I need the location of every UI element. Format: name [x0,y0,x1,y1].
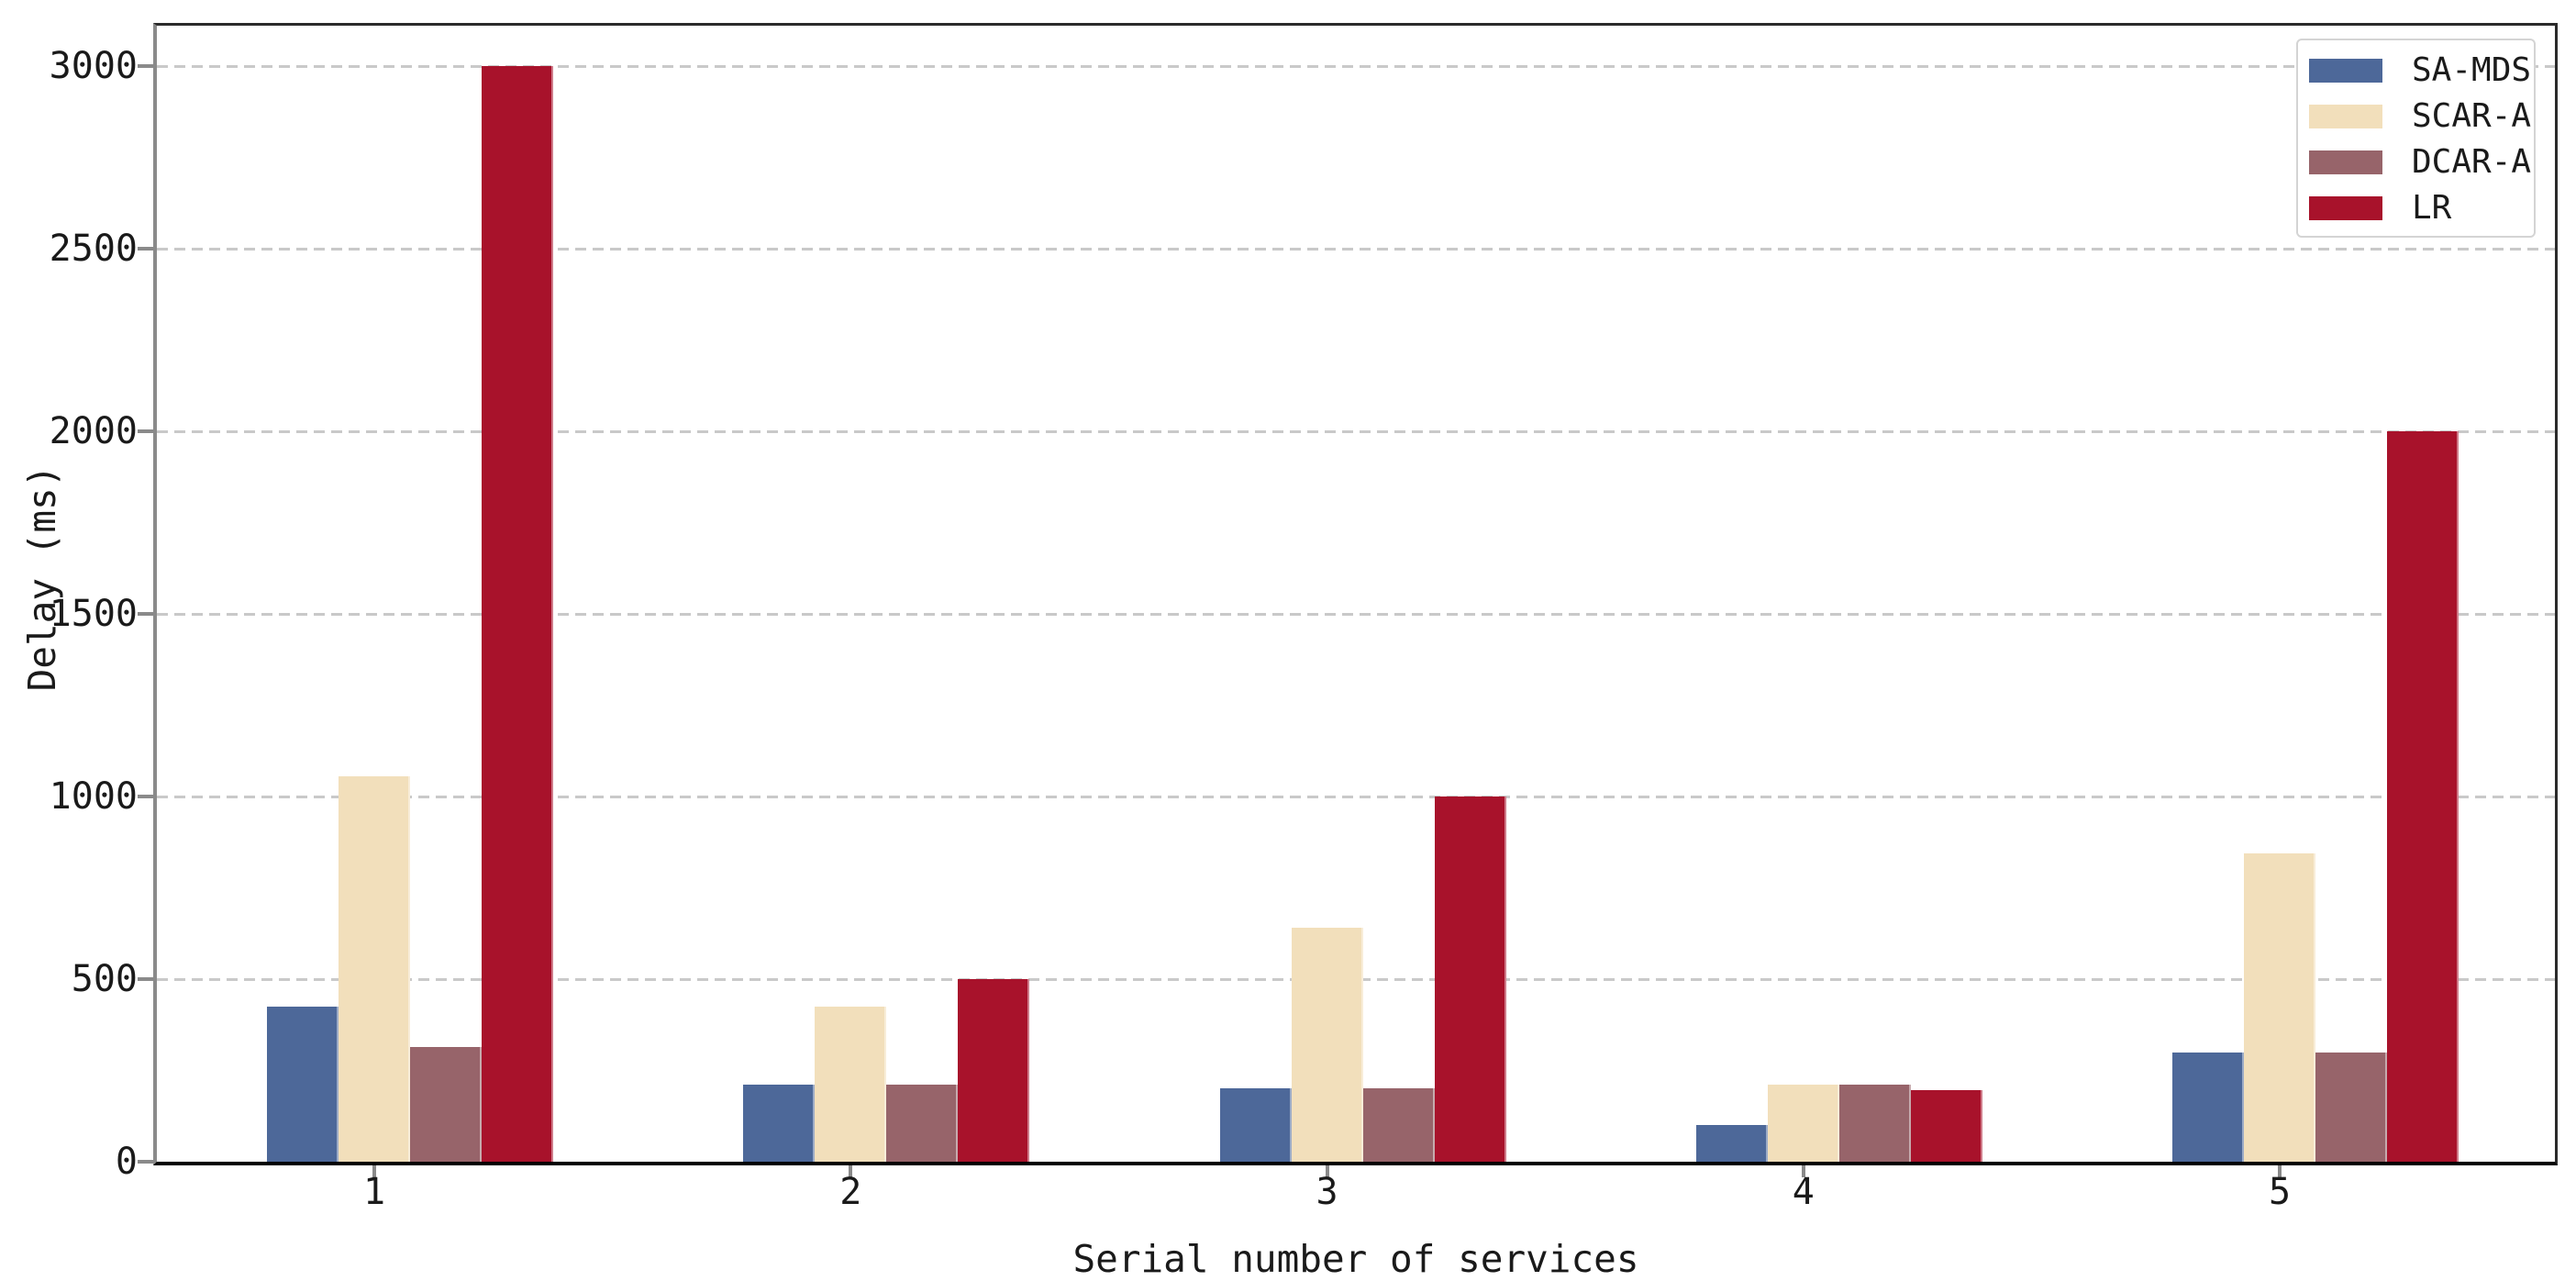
y-tick-mark-3000 [138,64,153,68]
y-tick-mark-1500 [138,612,153,616]
legend: SA-MDS SCAR-A DCAR-A LR [2296,39,2536,238]
bar-lr-group-4 [1910,1090,1982,1162]
bar-sa-mds-group-2 [743,1085,816,1162]
y-tick-label-0: 0 [115,1141,138,1183]
bar-sa-mds-group-5 [2172,1052,2244,1162]
x-tick-label-1: 1 [362,1171,386,1213]
x-tick-label-2: 2 [839,1171,862,1213]
bar-dcar-a-group-1 [410,1046,482,1162]
gridline-3000 [157,64,2555,68]
bar-scar-a-group-5 [2244,852,2315,1162]
x-tick-label-5: 5 [2268,1171,2292,1213]
y-tick-label-2500: 2500 [49,228,138,270]
bar-lr-group-5 [2387,431,2459,1162]
bar-lr-group-2 [958,979,1030,1162]
legend-label-scar-a: SCAR-A [2412,97,2532,135]
legend-row-sa-mds: SA-MDS [2298,48,2534,94]
y-tick-label-500: 500 [71,958,138,1000]
bar-sa-mds-group-1 [267,1006,339,1162]
bar-scar-a-group-2 [815,1006,887,1162]
legend-row-scar-a: SCAR-A [2298,94,2534,139]
y-tick-mark-0 [138,1160,153,1164]
bar-dcar-a-group-4 [1838,1085,1911,1162]
legend-label-dcar-a: DCAR-A [2412,143,2532,181]
y-tick-label-3000: 3000 [49,45,138,87]
x-tick-mark-1 [372,1165,376,1177]
legend-swatch-dcar-a [2309,150,2382,174]
bar-scar-a-group-1 [339,776,410,1162]
y-tick-label-1000: 1000 [49,775,138,818]
x-tick-mark-4 [1801,1165,1805,1177]
legend-row-lr: LR [2298,185,2534,231]
x-tick-mark-5 [2278,1165,2282,1177]
legend-row-dcar-a: DCAR-A [2298,139,2534,185]
y-tick-mark-1000 [138,795,153,798]
y-tick-mark-2000 [138,429,153,433]
y-tick-label-2000: 2000 [49,410,138,452]
bar-sa-mds-group-3 [1219,1088,1292,1162]
y-tick-label-1500: 1500 [49,593,138,635]
bar-scar-a-group-4 [1767,1085,1839,1162]
bar-dcar-a-group-3 [1362,1088,1435,1162]
legend-swatch-sa-mds [2309,59,2382,83]
gridline-1500 [157,612,2555,616]
bar-sa-mds-group-4 [1695,1125,1768,1162]
gridline-2500 [157,247,2555,251]
legend-swatch-scar-a [2309,105,2382,128]
bar-dcar-a-group-2 [886,1085,959,1162]
x-tick-mark-2 [849,1165,853,1177]
gridline-2000 [157,429,2555,433]
bar-dcar-a-group-5 [2315,1052,2387,1162]
legend-label-sa-mds: SA-MDS [2412,51,2532,89]
x-axis-title: Serial number of services [1072,1237,1639,1281]
gridline-1000 [157,795,2555,798]
bar-scar-a-group-3 [1291,928,1363,1162]
x-tick-label-3: 3 [1316,1171,1338,1213]
x-tick-label-4: 4 [1792,1171,1815,1213]
x-tick-mark-3 [1325,1165,1329,1177]
y-tick-mark-2500 [138,247,153,251]
legend-swatch-lr [2309,196,2382,220]
y-tick-mark-500 [138,977,153,981]
bar-lr-group-1 [482,66,553,1162]
bar-lr-group-3 [1434,796,1506,1162]
plot-area [153,23,2558,1165]
legend-label-lr: LR [2412,189,2452,227]
y-axis-title: Delay (ms) [20,464,64,692]
